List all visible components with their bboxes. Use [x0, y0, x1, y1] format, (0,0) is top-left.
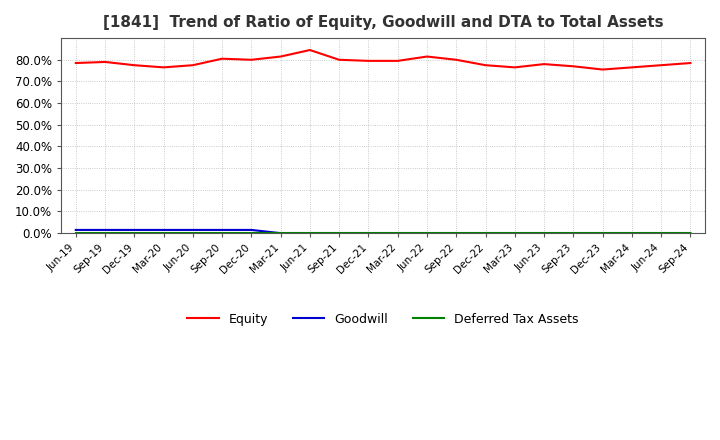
- Deferred Tax Assets: [510, 230, 519, 235]
- Goodwill: [598, 231, 607, 236]
- Equity: [276, 54, 285, 59]
- Deferred Tax Assets: [189, 230, 197, 235]
- Goodwill: [393, 231, 402, 236]
- Deferred Tax Assets: [247, 230, 256, 235]
- Goodwill: [189, 227, 197, 233]
- Deferred Tax Assets: [686, 230, 695, 235]
- Equity: [540, 62, 549, 67]
- Equity: [130, 62, 139, 68]
- Goodwill: [452, 231, 461, 236]
- Equity: [452, 57, 461, 62]
- Equity: [481, 62, 490, 68]
- Goodwill: [569, 231, 577, 236]
- Equity: [71, 60, 80, 66]
- Deferred Tax Assets: [598, 230, 607, 235]
- Equity: [657, 62, 665, 68]
- Goodwill: [305, 231, 314, 236]
- Equity: [101, 59, 109, 65]
- Line: Goodwill: Goodwill: [76, 230, 690, 233]
- Goodwill: [101, 227, 109, 233]
- Equity: [510, 65, 519, 70]
- Goodwill: [628, 231, 636, 236]
- Goodwill: [657, 231, 665, 236]
- Goodwill: [364, 231, 373, 236]
- Equity: [628, 65, 636, 70]
- Deferred Tax Assets: [335, 230, 343, 235]
- Deferred Tax Assets: [305, 230, 314, 235]
- Equity: [686, 60, 695, 66]
- Equity: [305, 48, 314, 53]
- Line: Equity: Equity: [76, 50, 690, 70]
- Deferred Tax Assets: [130, 230, 139, 235]
- Deferred Tax Assets: [217, 230, 226, 235]
- Deferred Tax Assets: [159, 230, 168, 235]
- Deferred Tax Assets: [452, 230, 461, 235]
- Deferred Tax Assets: [423, 230, 431, 235]
- Equity: [335, 57, 343, 62]
- Goodwill: [540, 231, 549, 236]
- Deferred Tax Assets: [569, 230, 577, 235]
- Equity: [393, 58, 402, 63]
- Goodwill: [686, 231, 695, 236]
- Goodwill: [423, 231, 431, 236]
- Title: [1841]  Trend of Ratio of Equity, Goodwill and DTA to Total Assets: [1841] Trend of Ratio of Equity, Goodwil…: [103, 15, 663, 30]
- Deferred Tax Assets: [657, 230, 665, 235]
- Deferred Tax Assets: [540, 230, 549, 235]
- Deferred Tax Assets: [393, 230, 402, 235]
- Goodwill: [71, 227, 80, 233]
- Legend: Equity, Goodwill, Deferred Tax Assets: Equity, Goodwill, Deferred Tax Assets: [182, 308, 584, 331]
- Goodwill: [217, 227, 226, 233]
- Goodwill: [510, 231, 519, 236]
- Deferred Tax Assets: [71, 230, 80, 235]
- Equity: [423, 54, 431, 59]
- Equity: [598, 67, 607, 72]
- Deferred Tax Assets: [101, 230, 109, 235]
- Equity: [364, 58, 373, 63]
- Deferred Tax Assets: [628, 230, 636, 235]
- Equity: [159, 65, 168, 70]
- Goodwill: [159, 227, 168, 233]
- Goodwill: [247, 227, 256, 233]
- Deferred Tax Assets: [364, 230, 373, 235]
- Equity: [189, 62, 197, 68]
- Goodwill: [276, 231, 285, 236]
- Goodwill: [335, 231, 343, 236]
- Equity: [217, 56, 226, 61]
- Deferred Tax Assets: [481, 230, 490, 235]
- Deferred Tax Assets: [276, 230, 285, 235]
- Goodwill: [130, 227, 139, 233]
- Equity: [247, 57, 256, 62]
- Equity: [569, 64, 577, 69]
- Goodwill: [481, 231, 490, 236]
